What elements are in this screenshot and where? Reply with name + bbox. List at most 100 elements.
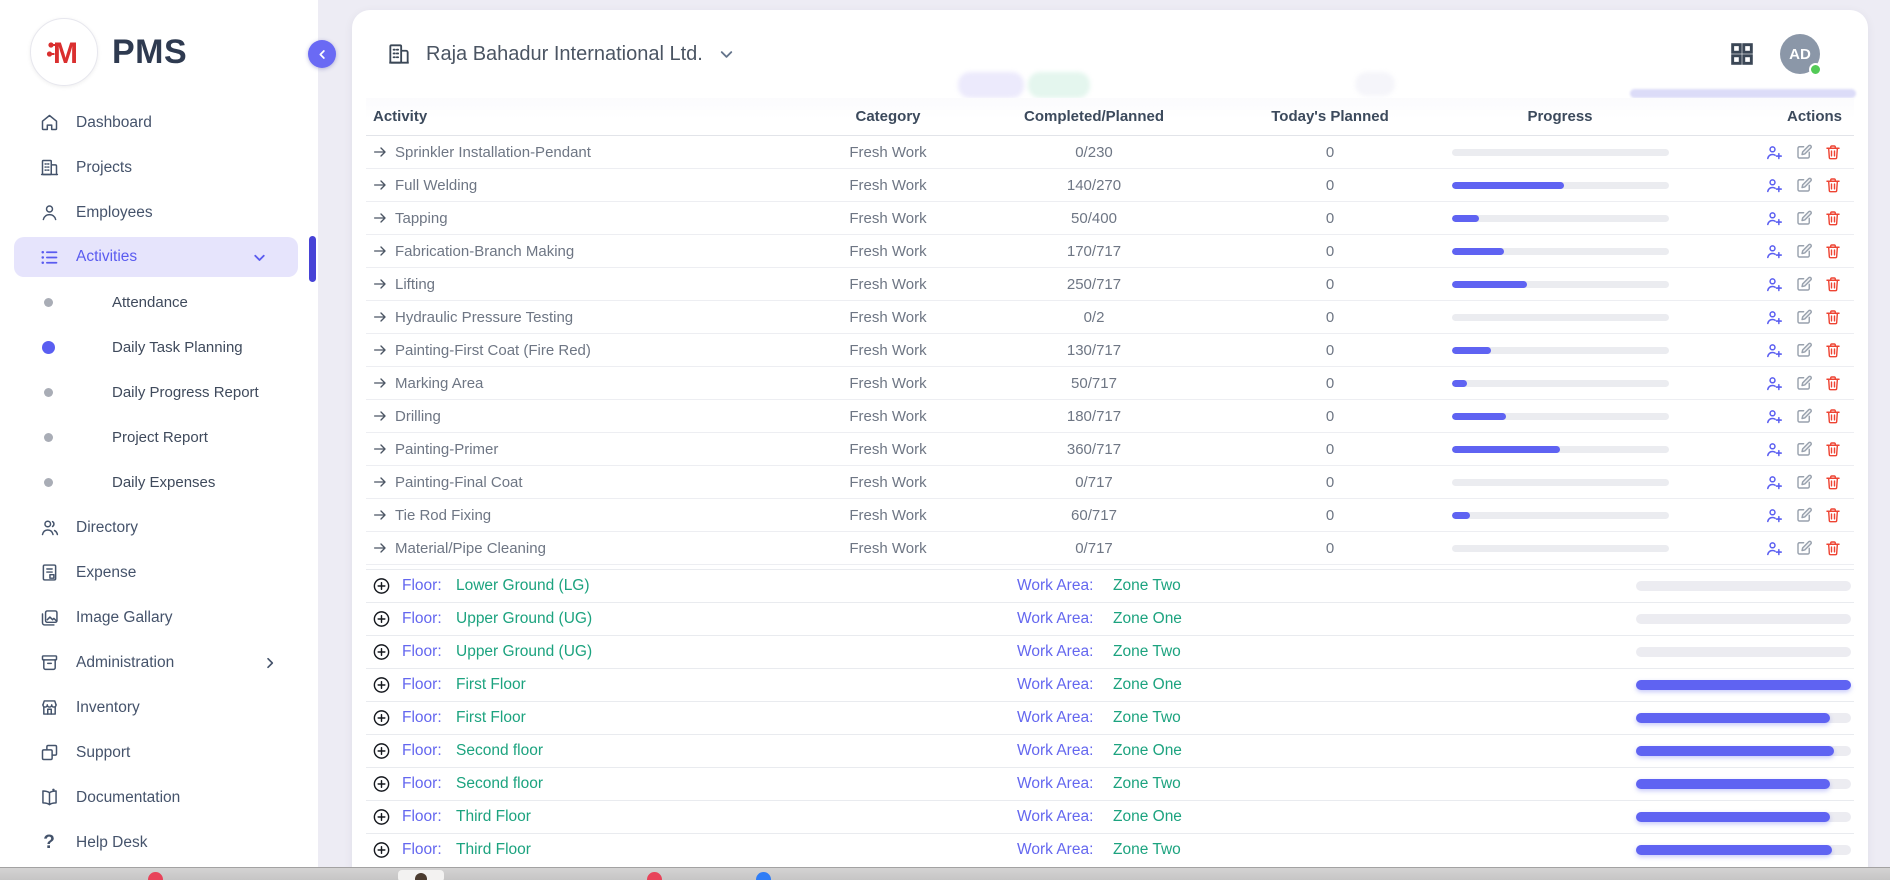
expand-plus-button[interactable]	[372, 610, 391, 629]
delete-button[interactable]	[1824, 341, 1842, 359]
floor-label: Floor:	[402, 808, 442, 825]
activity-name: Material/Pipe Cleaning	[395, 539, 546, 557]
work-area-label: Work Area:	[1017, 742, 1094, 759]
delete-button[interactable]	[1824, 539, 1842, 557]
sidebar-item-help-desk[interactable]: ? Help Desk	[0, 820, 318, 865]
expand-plus-button[interactable]	[372, 577, 391, 596]
expand-plus-button[interactable]	[372, 709, 391, 728]
edit-button[interactable]	[1795, 440, 1813, 458]
floor-row[interactable]: Floor: Second floor Work Area: Zone One	[366, 734, 1854, 767]
activity-cell: Tapping	[366, 210, 808, 227]
edit-button[interactable]	[1795, 242, 1813, 260]
delete-button[interactable]	[1824, 209, 1842, 227]
active-item-accent-bar	[309, 236, 316, 282]
taskbar-app-icon[interactable]	[647, 872, 662, 880]
sidebar-item-employees[interactable]: Employees	[0, 190, 318, 235]
company-selector[interactable]: Raja Bahadur International Ltd.	[386, 41, 736, 67]
taskbar-app-icon[interactable]	[148, 872, 163, 880]
assign-user-button[interactable]	[1765, 539, 1784, 558]
sidebar-subitem-daily-progress-report[interactable]: Daily Progress Report	[0, 370, 318, 415]
assign-user-button[interactable]	[1765, 473, 1784, 492]
edit-button[interactable]	[1795, 539, 1813, 557]
apps-grid-button[interactable]	[1728, 40, 1756, 68]
expand-plus-button[interactable]	[372, 808, 391, 827]
arrow-right-icon	[372, 177, 388, 193]
sidebar-subitem-daily-task-planning[interactable]: Daily Task Planning	[0, 325, 318, 370]
activity-name: Marking Area	[395, 374, 484, 392]
sidebar-item-administration[interactable]: Administration	[0, 640, 318, 685]
sidebar-item-projects[interactable]: Projects	[0, 145, 318, 190]
edit-button[interactable]	[1795, 143, 1813, 161]
assign-user-button[interactable]	[1765, 407, 1784, 426]
floor-row[interactable]: Floor: Upper Ground (UG) Work Area: Zone On…	[366, 602, 1854, 635]
assign-user-button[interactable]	[1765, 506, 1784, 525]
edit-button[interactable]	[1795, 209, 1813, 227]
floor-row[interactable]: Floor: First Floor Work Area: Zone One	[366, 668, 1854, 701]
assign-user-button[interactable]	[1765, 341, 1784, 360]
bullet-dot-icon	[42, 341, 55, 354]
sidebar-collapse-button[interactable]	[308, 40, 336, 68]
floor-row[interactable]: Floor: Third Floor Work Area: Zone Two	[366, 833, 1854, 866]
delete-button[interactable]	[1824, 407, 1842, 425]
floor-value: Second floor	[456, 775, 544, 792]
sidebar-item-inventory[interactable]: Inventory	[0, 685, 318, 730]
assign-user-button[interactable]	[1765, 440, 1784, 459]
delete-button[interactable]	[1824, 242, 1842, 260]
bullet-dot-icon	[44, 298, 53, 307]
sidebar-item-support[interactable]: Support	[0, 730, 318, 775]
delete-button[interactable]	[1824, 275, 1842, 293]
edit-button[interactable]	[1795, 176, 1813, 194]
activity-cell: Lifting	[366, 276, 808, 293]
delete-button[interactable]	[1824, 506, 1842, 524]
edit-button[interactable]	[1795, 341, 1813, 359]
assign-user-button[interactable]	[1765, 275, 1784, 294]
sidebar-item-documentation[interactable]: Documentation	[0, 775, 318, 820]
taskbar-app-icon[interactable]	[756, 872, 771, 880]
completed-planned-cell: 170/717	[1066, 242, 1122, 260]
sidebar-subitem-label: Project Report	[112, 429, 208, 446]
delete-button[interactable]	[1824, 308, 1842, 326]
sidebar-item-directory[interactable]: Directory	[0, 505, 318, 550]
completed-planned-cell: 130/717	[1066, 341, 1122, 359]
floor-row[interactable]: Floor: Lower Ground (LG) Work Area: Zone Tw…	[366, 569, 1854, 602]
sidebar-item-activities[interactable]: Activities	[14, 237, 298, 277]
user-avatar[interactable]: AD	[1780, 34, 1822, 76]
people-icon	[38, 517, 60, 539]
sidebar-subitem-project-report[interactable]: Project Report	[0, 415, 318, 460]
arrow-right-icon	[372, 540, 388, 556]
assign-user-button[interactable]	[1765, 308, 1784, 327]
edit-button[interactable]	[1795, 275, 1813, 293]
expand-plus-button[interactable]	[372, 676, 391, 695]
edit-button[interactable]	[1795, 407, 1813, 425]
floor-row[interactable]: Floor: Second floor Work Area: Zone Two	[366, 767, 1854, 800]
sidebar-item-expense[interactable]: Expense	[0, 550, 318, 595]
sidebar-subitem-daily-expenses[interactable]: Daily Expenses	[0, 460, 318, 505]
floor-row[interactable]: Floor: Upper Ground (UG) Work Area: Zone Tw…	[366, 635, 1854, 668]
expand-plus-button[interactable]	[372, 643, 391, 662]
expand-plus-button[interactable]	[372, 841, 391, 860]
edit-button[interactable]	[1795, 374, 1813, 392]
delete-button[interactable]	[1824, 176, 1842, 194]
edit-button[interactable]	[1795, 506, 1813, 524]
assign-user-button[interactable]	[1765, 209, 1784, 228]
delete-button[interactable]	[1824, 473, 1842, 491]
sidebar-item-image-gallary[interactable]: Image Gallary	[0, 595, 318, 640]
assign-user-button[interactable]	[1765, 176, 1784, 195]
floor-progress-bar	[1636, 614, 1851, 624]
assign-user-button[interactable]	[1765, 242, 1784, 261]
edit-button[interactable]	[1795, 308, 1813, 326]
delete-button[interactable]	[1824, 143, 1842, 161]
taskbar-active-app[interactable]	[398, 870, 444, 880]
floor-row[interactable]: Floor: Third Floor Work Area: Zone One	[366, 800, 1854, 833]
floor-row[interactable]: Floor: First Floor Work Area: Zone Two	[366, 701, 1854, 734]
expand-plus-button[interactable]	[372, 742, 391, 761]
expand-plus-button[interactable]	[372, 775, 391, 794]
delete-button[interactable]	[1824, 440, 1842, 458]
edit-button[interactable]	[1795, 473, 1813, 491]
sidebar-subitem-attendance[interactable]: Attendance	[0, 280, 318, 325]
assign-user-button[interactable]	[1765, 374, 1784, 393]
activity-cell: Painting-First Coat (Fire Red)	[366, 342, 808, 359]
delete-button[interactable]	[1824, 374, 1842, 392]
assign-user-button[interactable]	[1765, 143, 1784, 162]
sidebar-item-dashboard[interactable]: Dashboard	[0, 100, 318, 145]
